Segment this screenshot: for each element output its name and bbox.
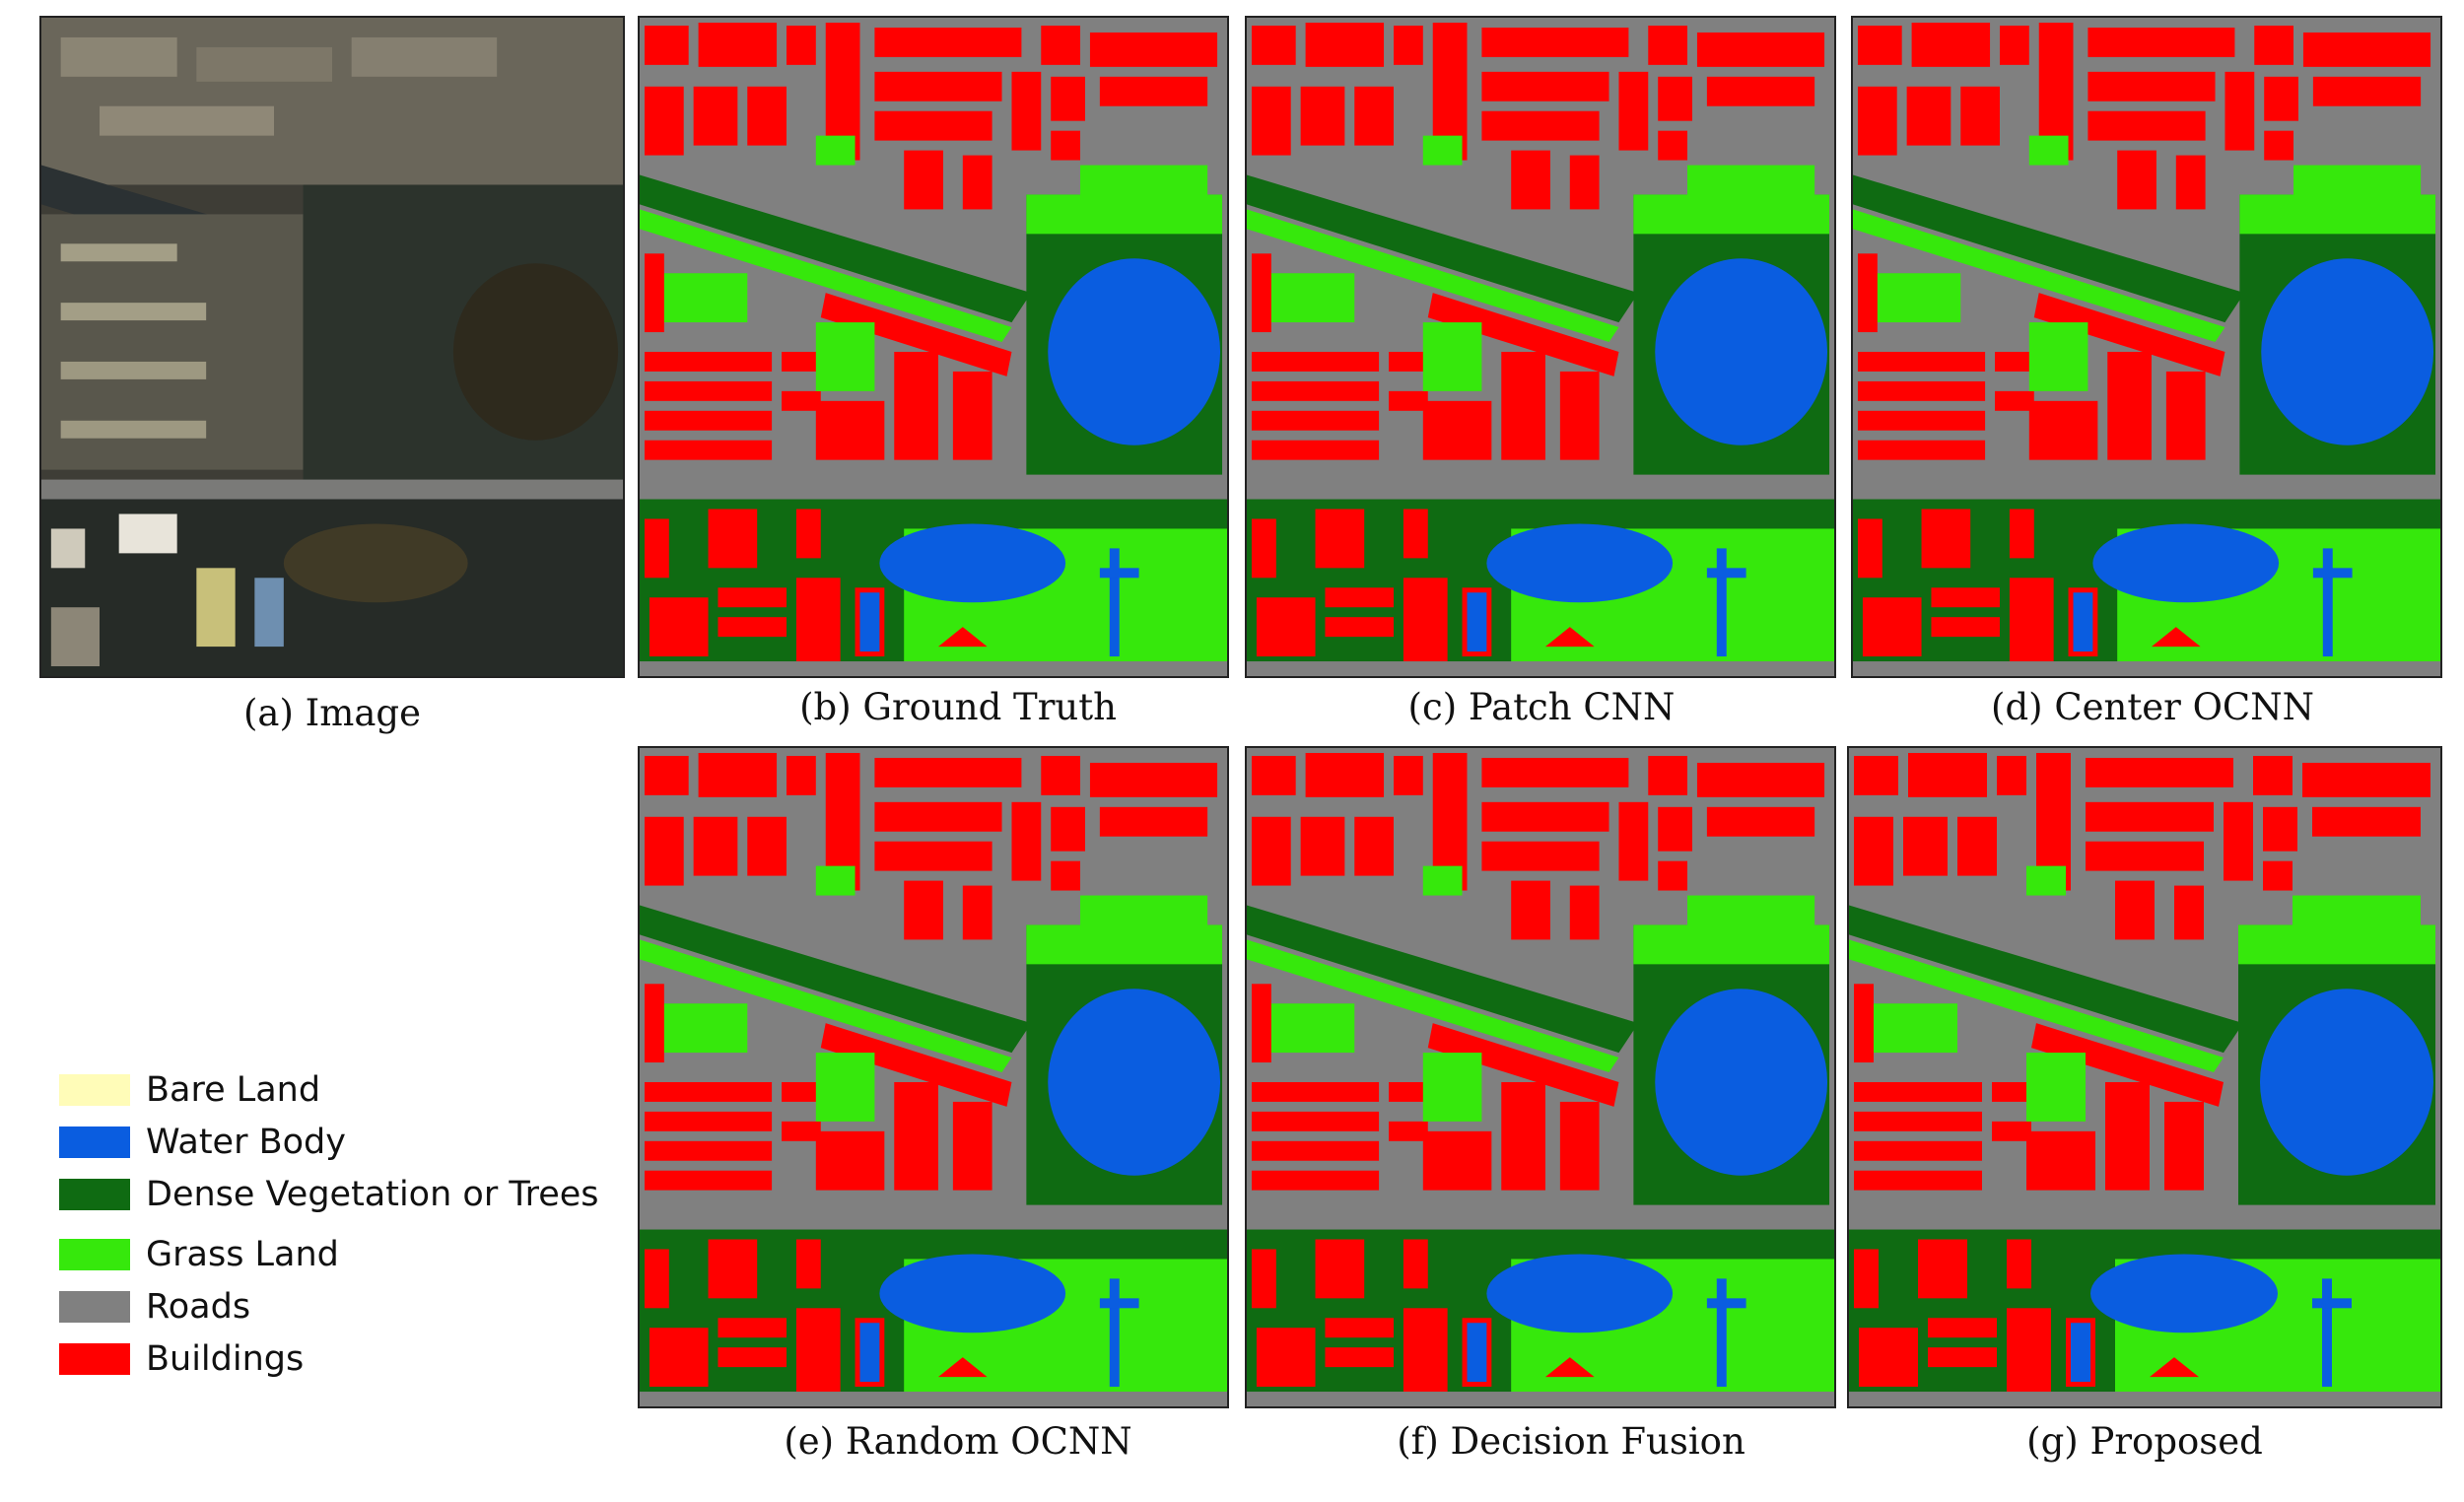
caption-image: (a) Image (242, 692, 422, 734)
panel-center-ocnn (1851, 16, 2442, 678)
center-ocnn-map (1853, 18, 2440, 676)
panel-decision-fusion (1245, 746, 1836, 1408)
decision-fusion-map (1247, 748, 1834, 1406)
aerial-image (41, 18, 623, 676)
caption-patch-cnn: (c) Patch CNN (1407, 686, 1676, 728)
legend-label: Dense Vegetation or Trees (146, 1175, 599, 1214)
buildings-swatch (59, 1343, 130, 1375)
ground-truth-map (640, 18, 1227, 676)
water-body-swatch (59, 1126, 130, 1158)
dense-vegetation-swatch (59, 1179, 130, 1210)
legend-label: Buildings (146, 1339, 305, 1379)
legend-label: Bare Land (146, 1070, 321, 1110)
panel-ground-truth (638, 16, 1229, 678)
legend-label: Grass Land (146, 1235, 339, 1274)
panel-patch-cnn (1245, 16, 1836, 678)
caption-proposed: (g) Proposed (2026, 1420, 2263, 1463)
caption-ground-truth: (b) Ground Truth (799, 686, 1117, 728)
caption-decision-fusion: (f) Decision Fusion (1397, 1420, 1745, 1463)
proposed-map (1849, 748, 2440, 1406)
caption-random-ocnn: (e) Random OCNN (784, 1420, 1132, 1463)
panel-proposed (1847, 746, 2442, 1408)
panel-random-ocnn (638, 746, 1229, 1408)
legend-label: Roads (146, 1287, 251, 1327)
caption-center-ocnn: (d) Center OCNN (1991, 686, 2314, 728)
roads-swatch (59, 1291, 130, 1323)
patch-cnn-map (1247, 18, 1834, 676)
bare-land-swatch (59, 1074, 130, 1106)
panel-image (39, 16, 625, 678)
legend-label: Water Body (146, 1123, 346, 1162)
grass-land-swatch (59, 1239, 130, 1270)
random-ocnn-map (640, 748, 1227, 1406)
